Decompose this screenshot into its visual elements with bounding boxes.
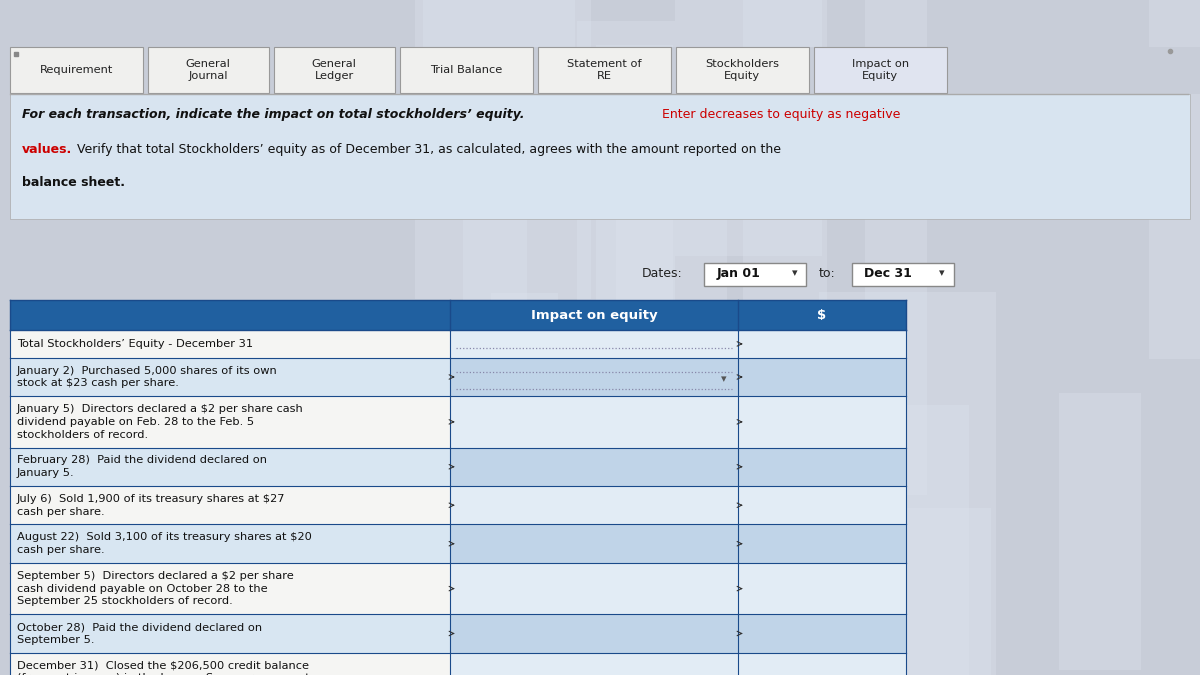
Bar xyxy=(738,396,906,448)
Text: February 28)  Paid the dividend declared on
January 5.: February 28) Paid the dividend declared … xyxy=(17,456,266,478)
Bar xyxy=(10,614,450,653)
Bar xyxy=(874,406,970,675)
Text: General
Ledger: General Ledger xyxy=(312,59,356,81)
Bar xyxy=(738,448,906,486)
Bar xyxy=(10,563,450,614)
Text: Trial Balance: Trial Balance xyxy=(430,65,503,75)
Bar xyxy=(852,263,954,286)
Text: July 6)  Sold 1,900 of its treasury shares at $27
cash per share.: July 6) Sold 1,900 of its treasury share… xyxy=(17,494,286,516)
Bar xyxy=(738,653,906,675)
Text: January 2)  Purchased 5,000 shares of its own
stock at $23 cash per share.: January 2) Purchased 5,000 shares of its… xyxy=(17,366,277,388)
Bar xyxy=(274,47,395,93)
Bar xyxy=(820,292,996,675)
Text: For each transaction, indicate the impact on total stockholders’ equity.: For each transaction, indicate the impac… xyxy=(22,107,524,121)
Bar xyxy=(450,653,738,675)
Text: Verify that total Stockholders’ equity as of December 31, as calculated, agrees : Verify that total Stockholders’ equity a… xyxy=(77,142,781,156)
Bar xyxy=(450,330,738,358)
Text: January 5)  Directors declared a $2 per share cash
dividend payable on Feb. 28 t: January 5) Directors declared a $2 per s… xyxy=(17,404,304,439)
Bar xyxy=(596,45,673,572)
Text: December 31)  Closed the $206,500 credit balance
(from net income) in the Income: December 31) Closed the $206,500 credit … xyxy=(17,661,310,675)
Text: Impact on
Equity: Impact on Equity xyxy=(852,59,908,81)
Bar xyxy=(674,0,822,256)
Bar xyxy=(10,300,906,330)
Text: August 22)  Sold 3,100 of its treasury shares at $20
cash per share.: August 22) Sold 3,100 of its treasury sh… xyxy=(17,533,312,555)
Bar xyxy=(704,263,806,286)
Text: Requirement: Requirement xyxy=(40,65,113,75)
Text: September 5)  Directors declared a $2 per share
cash dividend payable on October: September 5) Directors declared a $2 per… xyxy=(17,571,294,606)
Bar xyxy=(858,508,990,675)
Bar xyxy=(400,47,533,93)
Bar xyxy=(738,614,906,653)
Text: Enter decreases to equity as negative: Enter decreases to equity as negative xyxy=(658,107,900,121)
Bar xyxy=(462,55,527,626)
Text: Dec 31: Dec 31 xyxy=(864,267,912,280)
Bar xyxy=(450,614,738,653)
Text: Total Stockholders’ Equity - December 31: Total Stockholders’ Equity - December 31 xyxy=(17,339,253,349)
Text: Jan 01: Jan 01 xyxy=(716,267,761,280)
Bar xyxy=(738,486,906,524)
Text: October 28)  Paid the dividend declared on
September 5.: October 28) Paid the dividend declared o… xyxy=(17,622,262,645)
Bar xyxy=(1060,394,1141,670)
Text: ▾: ▾ xyxy=(792,269,797,278)
Bar xyxy=(450,524,738,563)
Text: $: $ xyxy=(817,308,827,322)
Bar xyxy=(10,94,1190,219)
Bar xyxy=(10,396,450,448)
Bar xyxy=(738,330,906,358)
Bar xyxy=(10,524,450,563)
Bar xyxy=(0,47,1200,95)
Text: ▾: ▾ xyxy=(940,269,944,278)
Bar xyxy=(450,396,738,448)
Bar xyxy=(10,358,450,396)
Bar xyxy=(10,330,450,358)
Text: Impact on equity: Impact on equity xyxy=(530,308,658,322)
Bar xyxy=(738,358,906,396)
Text: ▾: ▾ xyxy=(721,374,726,384)
Bar xyxy=(738,524,906,563)
Bar xyxy=(676,47,809,93)
Bar xyxy=(434,375,499,675)
Text: values.: values. xyxy=(22,142,72,156)
Bar xyxy=(616,161,727,481)
Bar xyxy=(148,47,269,93)
Bar xyxy=(450,448,738,486)
Text: to:: to: xyxy=(818,267,835,280)
Text: Dates:: Dates: xyxy=(642,267,683,280)
Bar xyxy=(814,47,947,93)
Bar xyxy=(686,319,846,666)
Bar xyxy=(10,486,450,524)
Bar xyxy=(10,47,143,93)
Bar xyxy=(1150,0,1200,359)
Text: General
Journal: General Journal xyxy=(186,59,230,81)
Bar xyxy=(538,47,671,93)
Bar xyxy=(577,21,674,434)
Text: Statement of
RE: Statement of RE xyxy=(566,59,642,81)
Bar xyxy=(616,418,758,675)
Bar xyxy=(450,563,738,614)
Bar xyxy=(743,0,827,350)
Bar xyxy=(415,0,590,300)
Text: balance sheet.: balance sheet. xyxy=(22,176,125,190)
Bar xyxy=(450,358,738,396)
Text: Stockholders
Equity: Stockholders Equity xyxy=(706,59,779,81)
Bar xyxy=(738,563,906,614)
Bar xyxy=(10,448,450,486)
Bar xyxy=(865,0,928,495)
Bar xyxy=(422,0,575,151)
Bar xyxy=(450,486,738,524)
Bar xyxy=(10,653,450,675)
Bar xyxy=(491,293,558,675)
